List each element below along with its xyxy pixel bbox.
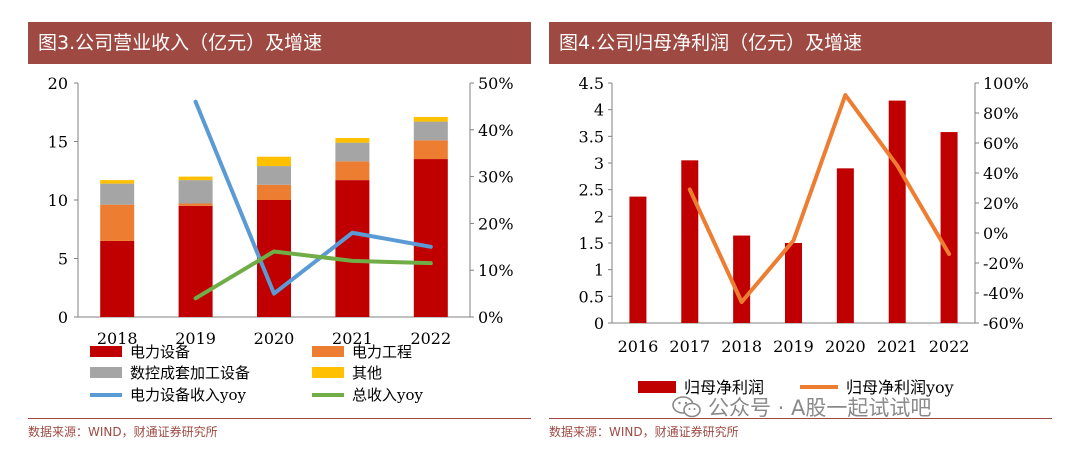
chart1-y2-tick-label: 10%	[478, 261, 514, 280]
chart1-y-tick-label: 20	[48, 74, 68, 93]
chart1-bar	[100, 240, 135, 317]
chart2-bar	[785, 243, 802, 323]
chart2-legend-swatch	[638, 381, 676, 393]
chart2-bar	[629, 196, 647, 323]
chart1-legend-swatch	[90, 367, 122, 378]
chart1-bar	[413, 140, 448, 160]
chart1-y2-tick-label: 0%	[478, 308, 503, 327]
chart1-bar	[100, 180, 135, 184]
chart2-y2-tick-label: 60%	[983, 134, 1019, 153]
chart2-y2-tick-label: 100%	[983, 74, 1029, 93]
chart1-bar	[178, 176, 213, 181]
chart1-series-line	[193, 249, 433, 301]
chart1-legend-label: 总收入yoy	[352, 386, 424, 404]
chart2-y-tick-label: 4.5	[579, 74, 604, 93]
chart1-series-line	[193, 99, 433, 296]
chart2-bar	[681, 160, 699, 323]
chart2-y-tick-label: 3.5	[579, 127, 604, 146]
chart1-y-tick-label: 15	[48, 133, 68, 152]
chart2-y2-tick-label: -20%	[983, 254, 1024, 273]
chart1-title: 图3.公司营业收入（亿元）及增速	[28, 22, 531, 64]
chart2-y2-tick-label: -40%	[983, 284, 1024, 303]
chart1-bar	[257, 156, 291, 167]
chart1-bar	[100, 204, 135, 241]
chart1-legend-swatch	[90, 346, 122, 357]
chart1-x-tick-label: 2018	[97, 329, 138, 348]
chart1-bar	[257, 184, 291, 200]
chart1-bar	[335, 142, 370, 162]
chart1-x-tick-label: 2020	[254, 329, 295, 348]
chart2-bar	[888, 100, 906, 323]
chart2-bar	[733, 235, 751, 323]
chart2-y-tick-label: 4	[594, 101, 604, 120]
chart1-y2-tick-label: 30%	[478, 168, 514, 187]
chart1-svg: 0 5 10 15 20 0% 10% 20% 30% 40% 50% 2018 2019 2020 202…	[48, 74, 514, 404]
chart2-y2-tick-label: 20%	[983, 194, 1019, 213]
chart2-footer-rule	[549, 418, 1052, 419]
chart2-y-tick-label: 3	[594, 154, 604, 173]
chart2-y-tick-label: 2	[594, 207, 604, 226]
chart2-y2-tick-label: -60%	[983, 314, 1024, 333]
chart2-y-tick-label: 0	[594, 314, 604, 333]
chart2-bar	[836, 168, 854, 323]
chart1-bar	[100, 183, 135, 205]
chart1-y-tick-label: 0	[58, 308, 68, 327]
chart2-series-line	[687, 93, 952, 304]
chart2-y2-tick-label: 0%	[983, 224, 1008, 243]
chart1-bar	[178, 203, 213, 206]
chart2-bar	[940, 132, 958, 323]
chart1-y-tick-label: 10	[48, 191, 68, 210]
chart2-x-tick-label: 2020	[825, 337, 866, 356]
chart1-legend-label: 电力工程	[352, 343, 412, 361]
chart1-legend-label: 其他	[352, 364, 382, 382]
chart2-y-tick-label: 2.5	[579, 181, 604, 200]
chart1-legend-swatch	[312, 346, 344, 357]
chart1-bar	[257, 166, 291, 185]
chart2-source: 数据来源：WIND，财通证券研究所	[549, 425, 739, 439]
chart2-y-tick-label: 0.5	[579, 287, 604, 306]
chart2-x-tick-label: 2017	[669, 337, 710, 356]
watermark-text: 公众号 · A股一起试试吧	[708, 396, 932, 420]
chart1-source: 数据来源：WIND，财通证券研究所	[28, 425, 218, 439]
chart1-bar	[335, 180, 370, 317]
chart2-y-tick-label: 1.5	[579, 234, 604, 253]
chart1-y2-tick-label: 20%	[478, 214, 514, 233]
chart2-x-tick-label: 2016	[618, 337, 659, 356]
chart2-x-tick-label: 2018	[721, 337, 762, 356]
chart2-legend-label: 归母净利润yoy	[846, 378, 954, 397]
wechat-icon	[672, 396, 701, 418]
chart2-x-tick-label: 2019	[773, 337, 814, 356]
chart1-bar	[335, 137, 370, 143]
chart2-legend-label: 归母净利润	[684, 378, 764, 397]
chart1-bar	[413, 121, 448, 141]
chart1-legend-swatch	[312, 367, 344, 378]
chart1-bar	[178, 180, 213, 204]
chart2-x-tick-label: 2022	[929, 337, 970, 356]
chart2-title: 图4.公司归母净利润（亿元）及增速	[549, 22, 1052, 64]
chart1-x-tick-label: 2019	[175, 329, 216, 348]
chart1-y-tick-label: 5	[58, 250, 68, 269]
chart2-x-tick-label: 2021	[877, 337, 918, 356]
chart1-y2-tick-label: 40%	[478, 121, 514, 140]
chart1-y2-tick-label: 50%	[478, 74, 514, 93]
chart2-y-tick-label: 1	[594, 261, 604, 280]
chart1-legend-label: 数控成套加工设备	[130, 364, 250, 382]
chart1-legend-label: 电力设备收入yoy	[130, 386, 247, 404]
watermark: 公众号 · A股一起试试吧	[672, 392, 931, 422]
chart1-x-tick-label: 2022	[410, 329, 451, 348]
chart1-x-tick-label: 2021	[332, 329, 373, 348]
chart1-legend-label: 电力设备	[130, 343, 190, 361]
chart2-y2-tick-label: 80%	[983, 104, 1019, 123]
chart1-bar	[335, 161, 370, 181]
chart2-y2-tick-label: 40%	[983, 164, 1019, 183]
chart1-bar	[413, 116, 448, 122]
chart1-bar	[413, 159, 448, 317]
chart1-footer-rule	[28, 418, 531, 419]
